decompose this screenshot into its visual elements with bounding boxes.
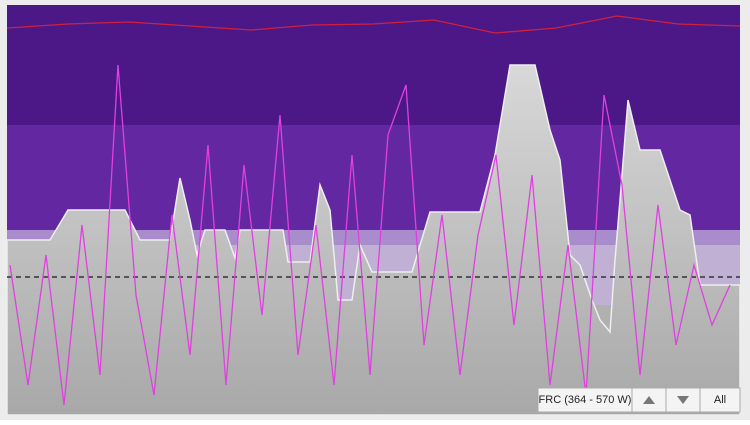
up-icon: [643, 396, 655, 404]
all-button[interactable]: [699, 387, 741, 413]
all-label[interactable]: All: [714, 394, 726, 406]
line: [9, 64, 731, 406]
down-button[interactable]: [665, 387, 701, 413]
line: [6, 15, 741, 34]
marks: [6, 15, 741, 416]
zone-label[interactable]: FRC (364 - 570 W): [539, 394, 632, 406]
controls: FRC (364 - 570 W) All: [537, 387, 741, 413]
zone-button[interactable]: [537, 387, 633, 413]
down-icon: [677, 396, 689, 404]
zone-band: [7, 5, 740, 125]
